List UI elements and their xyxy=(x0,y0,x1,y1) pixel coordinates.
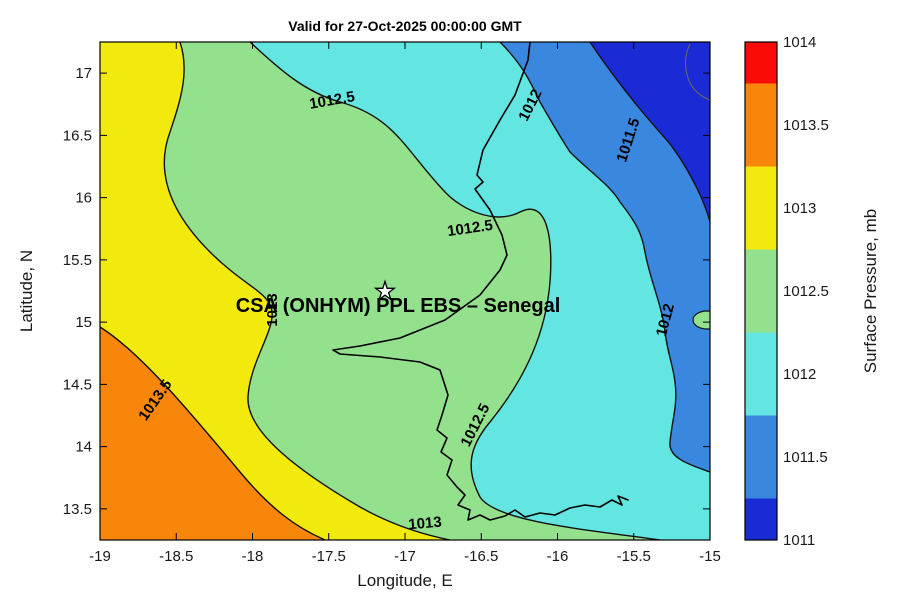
colorbar-frame xyxy=(744,41,778,541)
band-orange-region xyxy=(100,327,325,540)
y-tick-label: 17 xyxy=(75,65,92,82)
contour-line-1011p5 xyxy=(589,42,710,223)
contour-line-1012 xyxy=(499,42,710,473)
colorbar-band-1011 xyxy=(745,498,777,540)
colorbar-band-1013 xyxy=(745,166,777,250)
colorbar-band-1013p5 xyxy=(745,83,777,167)
colorbar-tick-label: 1012.5 xyxy=(783,283,829,300)
y-tick-label: 14 xyxy=(75,439,92,456)
x-tick-label: -17.5 xyxy=(312,548,346,565)
x-axis-label: Longitude, E xyxy=(357,571,452,590)
colorbar-tick-label: 1013 xyxy=(783,200,816,217)
colorbar-tick-label: 1011 xyxy=(783,532,815,549)
y-tick-label: 13.5 xyxy=(63,501,92,518)
chart-title: Valid for 27-Oct-2025 00:00:00 GMT xyxy=(288,18,522,34)
x-tick-label: -18 xyxy=(242,548,264,565)
band-darkblue-region xyxy=(590,42,710,222)
station-annotation-text: CSA (ONHYM) PPL EBS – Senegal xyxy=(236,295,561,317)
contour-label: 1013 xyxy=(264,293,281,326)
station-star-marker xyxy=(373,279,397,302)
colorbar-tick-label: 1013.5 xyxy=(783,117,829,134)
colorbar-band-1014 xyxy=(745,42,777,84)
colorbar-axis-label: Surface Pressure, mb xyxy=(861,209,880,373)
colorbar: 1014 1013.5 1013 1012.5 1012 1011.5 1011… xyxy=(744,34,880,549)
x-tick-label: -19 xyxy=(89,548,111,565)
colorbar-tick-label: 1011.5 xyxy=(783,449,828,466)
map-plot-area: 1012.5 1012 1011.5 1012.5 1013 1012 1013… xyxy=(100,42,710,540)
y-tick-label: 15 xyxy=(75,314,92,331)
contour-label: 1013 xyxy=(408,514,443,534)
band-blue-region xyxy=(500,42,710,472)
y-tick-label: 14.5 xyxy=(63,376,92,393)
y-tick-label: 16.5 xyxy=(63,127,92,144)
x-axis-ticks xyxy=(99,42,711,540)
colorbar-band-1012 xyxy=(745,332,777,416)
small-green-contour-island xyxy=(692,310,710,330)
x-tick-label: -15 xyxy=(699,548,721,565)
x-tick-label: -16 xyxy=(547,548,569,565)
y-axis-label: Latitude, N xyxy=(17,250,36,332)
senegal-coastline-outline xyxy=(332,42,629,521)
colorbar-band-1012p5 xyxy=(745,249,777,333)
contour-line-1013p5 xyxy=(100,326,326,540)
contour-label: 1012.5 xyxy=(446,217,494,240)
x-tick-label: -16.5 xyxy=(464,548,498,565)
colorbar-tick-label: 1014 xyxy=(783,34,816,51)
y-axis-ticks xyxy=(100,72,710,510)
x-tick-label: -17 xyxy=(394,548,416,565)
x-tick-label: -15.5 xyxy=(617,548,651,565)
colorbar-band-1011p5 xyxy=(745,415,777,499)
x-tick-label: -18.5 xyxy=(159,548,193,565)
contour-line-1013 xyxy=(163,42,451,540)
y-tick-label: 16 xyxy=(75,190,92,207)
colorbar-tick-label: 1012 xyxy=(783,366,816,383)
contour-line-1012p5 xyxy=(249,42,661,540)
y-tick-label: 15.5 xyxy=(63,252,92,269)
